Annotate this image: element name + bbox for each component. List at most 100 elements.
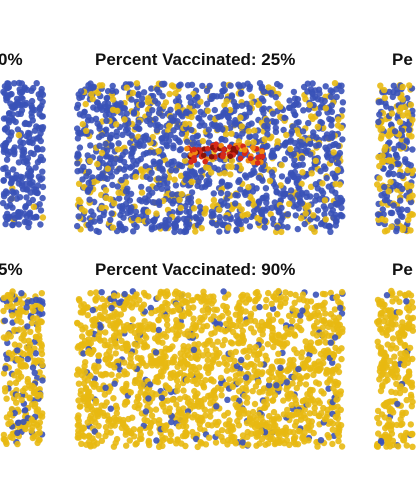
unvaccinated-dot [192, 213, 199, 221]
vaccinated-dot [320, 318, 327, 325]
unvaccinated-dot [195, 178, 202, 185]
vaccinated-dot [260, 385, 268, 392]
panel-title-2: Pe [392, 50, 413, 69]
unvaccinated-dot [211, 164, 218, 172]
unvaccinated-dot [32, 186, 40, 193]
vaccinated-dot [288, 401, 295, 409]
vaccinated-dot [34, 326, 42, 334]
vaccinated-dot [280, 397, 287, 404]
vaccinated-dot [231, 357, 238, 365]
unvaccinated-dot [140, 89, 148, 96]
unvaccinated-dot [17, 209, 24, 216]
unvaccinated-dot [247, 171, 254, 178]
unvaccinated-dot [291, 111, 298, 118]
vaccinated-dot [198, 414, 205, 422]
vaccinated-dot [78, 333, 86, 340]
vaccinated-dot [282, 324, 290, 332]
unvaccinated-dot [307, 151, 314, 158]
vaccinated-dot [399, 96, 406, 103]
unvaccinated-dot [257, 208, 265, 216]
unvaccinated-dot [172, 182, 180, 189]
unvaccinated-dot [153, 127, 161, 134]
vaccinated-dot [315, 302, 323, 309]
unvaccinated-dot [219, 126, 226, 133]
vaccinated-dot [132, 173, 139, 180]
unvaccinated-dot [122, 200, 130, 208]
vaccinated-dot [291, 346, 298, 353]
vaccinated-dot [18, 300, 26, 307]
vaccinated-dot [277, 103, 284, 110]
unvaccinated-dot [171, 228, 178, 236]
vaccinated-dot [137, 389, 144, 396]
vaccinated-dot [145, 293, 152, 300]
vaccinated-dot [7, 418, 14, 426]
unvaccinated-dot [18, 290, 25, 297]
unvaccinated-dot [199, 82, 206, 90]
unvaccinated-dot [290, 173, 297, 181]
vaccinated-dot [88, 91, 95, 98]
vaccinated-dot [244, 428, 251, 436]
vaccinated-dot [397, 105, 404, 112]
unvaccinated-dot [277, 364, 284, 371]
vaccinated-dot [245, 410, 252, 417]
vaccinated-dot [123, 370, 131, 378]
unvaccinated-dot [26, 209, 34, 216]
vaccinated-dot [0, 431, 8, 439]
unvaccinated-dot [394, 400, 401, 408]
vaccinated-dot [128, 304, 136, 311]
vaccinated-dot [155, 420, 163, 427]
vaccinated-dot [149, 390, 156, 397]
vaccinated-dot [183, 430, 190, 437]
vaccinated-dot [195, 403, 202, 410]
vaccinated-dot [177, 416, 184, 423]
unvaccinated-dot [405, 120, 412, 128]
vaccinated-dot [162, 314, 169, 321]
unvaccinated-dot [86, 196, 93, 203]
unvaccinated-dot [39, 194, 46, 202]
vaccinated-dot [27, 328, 34, 335]
vaccinated-dot [268, 332, 276, 339]
vaccinated-dot [401, 341, 409, 349]
vaccinated-dot [397, 421, 404, 429]
vaccinated-dot [140, 289, 148, 297]
unvaccinated-dot [36, 201, 43, 208]
infected-dot [254, 160, 261, 166]
vaccinated-dot [153, 210, 160, 217]
unvaccinated-dot [12, 174, 19, 182]
unvaccinated-dot [2, 213, 9, 220]
unvaccinated-dot [87, 219, 94, 226]
unvaccinated-dot [312, 197, 319, 204]
unvaccinated-dot [6, 148, 14, 156]
unvaccinated-dot [323, 174, 330, 182]
vaccinated-dot [111, 364, 118, 371]
vaccinated-dot [376, 175, 383, 182]
unvaccinated-dot [190, 346, 198, 353]
unvaccinated-dot [116, 299, 123, 306]
vaccinated-dot [223, 98, 230, 105]
vaccinated-dot [244, 353, 251, 361]
vaccinated-dot [203, 347, 210, 354]
vaccinated-dot [377, 82, 384, 89]
vaccinated-dot [186, 401, 193, 408]
vaccinated-dot [198, 225, 205, 232]
vaccinated-dot [321, 299, 328, 306]
vaccinated-dot [77, 309, 84, 316]
unvaccinated-dot [327, 339, 334, 346]
unvaccinated-dot [227, 215, 234, 223]
vaccinated-dot [188, 297, 195, 304]
vaccinated-dot [9, 303, 16, 310]
vaccinated-dot [325, 367, 333, 375]
scatter-panel-2 [374, 82, 416, 235]
unvaccinated-dot [108, 304, 115, 312]
vaccinated-dot [401, 386, 408, 394]
vaccinated-dot [115, 372, 122, 379]
vaccinated-dot [180, 342, 187, 350]
unvaccinated-dot [120, 158, 128, 166]
unvaccinated-dot [138, 100, 146, 107]
vaccinated-dot [221, 359, 228, 367]
vaccinated-dot [290, 356, 297, 364]
vaccinated-dot [394, 443, 402, 450]
unvaccinated-dot [239, 439, 246, 446]
unvaccinated-dot [152, 349, 160, 356]
vaccinated-dot [174, 363, 181, 370]
